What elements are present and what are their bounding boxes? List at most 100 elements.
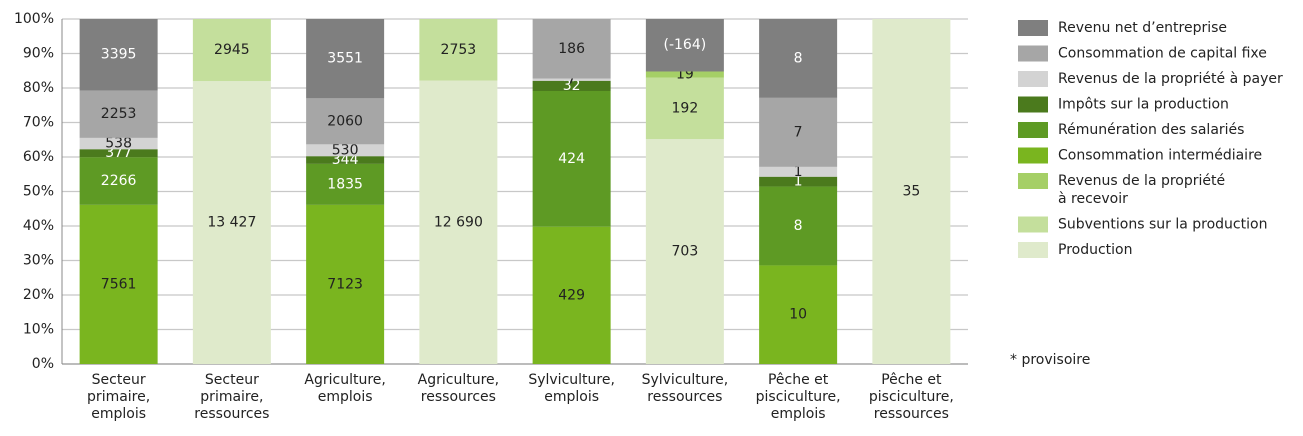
bar-segment (759, 166, 838, 177)
data-label: 12 690 (434, 214, 483, 230)
bar-segment (79, 204, 158, 364)
data-label: 13 427 (207, 215, 256, 231)
legend-swatch (1018, 216, 1048, 233)
legend-label: Impôts sur la production (1058, 97, 1229, 113)
y-tick-label: 10% (23, 322, 54, 338)
y-tick-label: 50% (23, 184, 54, 200)
bar-segment (759, 176, 838, 187)
legend-label: Production (1058, 242, 1132, 258)
bar-segment (645, 19, 724, 72)
bar-segment (532, 19, 611, 79)
bar-segment (645, 77, 724, 140)
legend-label: Consommation de capital fixe (1058, 46, 1267, 62)
legend-swatch (1018, 173, 1048, 189)
bar-segment (645, 71, 724, 78)
bar-segment (419, 80, 498, 364)
data-label: 2253 (101, 106, 137, 122)
data-label: 538 (105, 136, 132, 152)
x-tick-label: Agriculture, emplois (304, 372, 385, 405)
bar-segment (759, 186, 838, 266)
bar-segment (79, 90, 158, 138)
data-label: 8 (794, 50, 803, 66)
bar-segment (532, 78, 611, 81)
data-label: 7 (794, 124, 803, 140)
footnote: * provisoire (1010, 352, 1090, 368)
bar-segment (306, 163, 385, 205)
data-label: 7 (567, 72, 576, 88)
y-tick-label: 40% (23, 218, 54, 234)
data-label: 2945 (214, 42, 250, 58)
bar-segment (759, 19, 838, 98)
legend-swatch (1018, 147, 1048, 164)
data-label: 10 (789, 307, 807, 323)
y-tick-label: 70% (23, 115, 54, 131)
bar-segment (306, 156, 385, 164)
data-label: 35 (902, 184, 920, 200)
data-label: 8 (794, 218, 803, 234)
data-label: 1 (794, 164, 803, 180)
x-tick-label: Secteur primaire, emplois (87, 372, 150, 422)
x-tick-label: Sylviculture, emplois (528, 372, 615, 405)
x-tick-label: Sylviculture, ressources (642, 372, 729, 405)
bar-segment (79, 149, 158, 158)
legend-label: Subventions sur la production (1058, 217, 1267, 233)
data-label: 530 (332, 142, 359, 158)
data-label: 429 (558, 287, 585, 303)
y-tick-label: 30% (23, 253, 54, 269)
data-label: 32 (563, 78, 581, 94)
bar-segment (759, 97, 838, 167)
data-label: 424 (558, 151, 585, 167)
x-tick-label: Pêche et pisciculture, ressources (869, 372, 954, 422)
bar-segment (759, 265, 838, 364)
x-tick-label: Pêche et pisciculture, emplois (756, 372, 841, 422)
legend-label: Revenus de la propriété à recevoir (1058, 173, 1225, 207)
x-tick-label: Agriculture, ressources (418, 372, 499, 405)
bar-segment (532, 91, 611, 227)
bar-segment (306, 98, 385, 145)
bar-segment (532, 226, 611, 364)
data-label: 3395 (101, 47, 137, 63)
data-label: 186 (558, 41, 585, 57)
x-tick-label: Secteur primaire, ressources (194, 372, 269, 422)
legend-swatch (1018, 242, 1048, 258)
y-tick-label: 20% (23, 287, 54, 303)
data-label: 7561 (101, 276, 137, 292)
y-tick-label: 60% (23, 149, 54, 165)
data-label: 3551 (327, 51, 363, 67)
bar-segment (306, 144, 385, 157)
legend-label: Consommation intermédiaire (1058, 148, 1262, 164)
data-label: 703 (672, 244, 699, 260)
y-tick-label: 0% (32, 356, 54, 372)
bar-segment (79, 157, 158, 205)
legend-swatch (1018, 122, 1048, 138)
legend-swatch (1018, 96, 1048, 113)
bar-segment (79, 137, 158, 150)
data-label: 2060 (327, 113, 363, 129)
bar-segment (306, 204, 385, 364)
legend-swatch (1018, 45, 1048, 62)
legend-label: Rémunération des salariés (1058, 122, 1244, 138)
y-tick-label: 80% (23, 80, 54, 96)
data-label: 2753 (441, 42, 477, 58)
bar-segment (306, 19, 385, 99)
bar-segment (79, 19, 158, 91)
data-label: 7123 (327, 276, 363, 292)
legend-label: Revenu net d’entreprise (1058, 20, 1227, 36)
bar-segment (872, 19, 951, 364)
bar-segment (192, 81, 271, 364)
data-label: 2266 (101, 173, 137, 189)
legend-swatch (1018, 20, 1048, 36)
data-label: 1 (794, 174, 803, 190)
legend-label: Revenus de la propriété à payer (1058, 71, 1283, 87)
bar-segment (419, 19, 498, 81)
data-label: 1835 (327, 176, 363, 192)
bar-segment (532, 80, 611, 92)
y-tick-label: 90% (23, 46, 54, 62)
legend-swatch (1018, 71, 1048, 87)
y-tick-label: 100% (14, 11, 54, 27)
bar-segment (192, 19, 271, 82)
data-label: 192 (672, 100, 699, 116)
bar-segment (645, 139, 724, 364)
